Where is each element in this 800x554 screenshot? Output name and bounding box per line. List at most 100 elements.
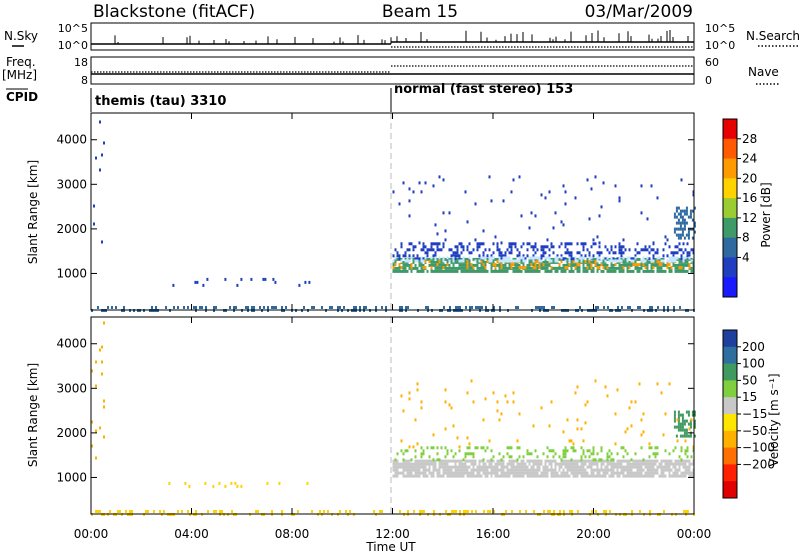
- range-cell: [490, 259, 493, 263]
- range-cell: [666, 238, 669, 242]
- range-cell: [402, 474, 405, 478]
- range-cell: [676, 266, 679, 270]
- range-cell: [522, 468, 525, 472]
- range-cell: [596, 266, 599, 270]
- range-cell: [524, 471, 527, 475]
- range-cell: [576, 251, 579, 255]
- range-cell: [454, 266, 457, 270]
- range-cell: [517, 306, 519, 309]
- range-cell: [430, 245, 433, 249]
- range-cell: [516, 254, 519, 258]
- range-cell: [422, 263, 425, 267]
- range-cell: [522, 254, 525, 258]
- range-cell: [618, 465, 621, 469]
- range-cell: [691, 218, 694, 222]
- range-cell: [630, 424, 633, 428]
- range-cell: [264, 277, 267, 281]
- range-cell: [103, 399, 105, 403]
- range-cell: [436, 446, 439, 450]
- range-cell: [520, 462, 523, 466]
- range-cell: [420, 446, 423, 450]
- range-cell: [678, 242, 681, 246]
- date-label: 03/Mar/2009: [585, 2, 693, 22]
- range-cell: [490, 256, 493, 260]
- range-cell: [681, 221, 684, 225]
- range-cell: [416, 471, 419, 475]
- range-cell: [536, 266, 539, 270]
- range-cell: [359, 306, 361, 309]
- range-cell: [416, 462, 419, 466]
- range-cell: [592, 474, 595, 478]
- range-cell: [552, 449, 555, 453]
- velocity-scatter: [91, 321, 696, 516]
- range-cell: [630, 474, 633, 478]
- range-cell: [438, 260, 441, 264]
- range-cell: [462, 263, 465, 267]
- range-cell: [612, 269, 615, 273]
- range-cell: [666, 462, 669, 466]
- range-cell: [654, 459, 657, 463]
- range-cell: [478, 245, 481, 249]
- range-cell: [656, 269, 659, 273]
- range-cell: [570, 266, 573, 270]
- range-cell: [540, 245, 543, 249]
- range-cell: [438, 474, 441, 478]
- range-cell: [540, 462, 543, 466]
- range-cell: [511, 510, 513, 513]
- range-cell: [490, 269, 493, 273]
- range-cell: [416, 269, 419, 273]
- range-cell: [472, 465, 475, 469]
- range-cell: [432, 458, 435, 462]
- range-cell: [528, 269, 531, 273]
- range-cell: [656, 459, 659, 463]
- range-cell: [592, 242, 595, 246]
- range-cell: [444, 269, 447, 273]
- range-cell: [586, 260, 589, 264]
- range-cell: [454, 269, 457, 273]
- range-cell: [532, 263, 535, 267]
- range-cell: [636, 269, 639, 273]
- range-cell: [406, 259, 409, 263]
- range-cell: [596, 269, 599, 273]
- range-cell: [418, 465, 421, 469]
- range-cell: [478, 468, 481, 472]
- range-cell: [652, 471, 655, 475]
- range-cell: [574, 468, 577, 472]
- range-cell: [472, 269, 475, 273]
- range-cell: [456, 257, 459, 261]
- range-cell: [677, 425, 680, 429]
- range-cell: [486, 446, 489, 450]
- range-cell: [664, 459, 667, 463]
- range-cell: [654, 468, 657, 472]
- range-cell: [564, 251, 567, 255]
- range-cell: [95, 156, 97, 160]
- range-cell: [584, 474, 587, 478]
- range-cell: [465, 510, 467, 513]
- range-cell: [433, 510, 435, 513]
- range-cell: [304, 280, 307, 284]
- range-cell: [466, 468, 469, 472]
- range-cell: [445, 510, 447, 513]
- range-cell: [396, 452, 399, 456]
- range-cell: [528, 226, 531, 230]
- range-cell: [432, 263, 435, 267]
- range-cell: [462, 462, 465, 466]
- range-cell: [685, 419, 688, 423]
- range-cell: [576, 471, 579, 475]
- range-cell: [622, 256, 625, 260]
- range-cell: [460, 259, 463, 263]
- x-tick-label: 04:00: [174, 527, 209, 541]
- range-cell: [540, 248, 543, 252]
- range-cell: [580, 446, 583, 450]
- range-cell: [648, 257, 651, 261]
- range-cell: [476, 260, 479, 264]
- range-cell: [600, 446, 603, 450]
- range-cell: [187, 306, 189, 309]
- range-cell: [680, 474, 683, 478]
- range-cell: [574, 263, 577, 267]
- range-cell: [638, 462, 641, 466]
- range-cell: [394, 458, 397, 462]
- range-cell: [470, 462, 473, 466]
- nsky-trace: [91, 30, 694, 48]
- range-cell: [562, 184, 565, 188]
